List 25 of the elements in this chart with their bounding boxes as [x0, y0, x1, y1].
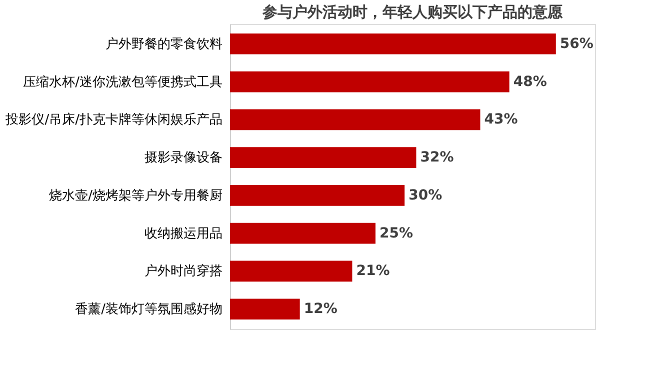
bar: [230, 147, 416, 168]
y-tick-label: 压缩水杯/迷你洗漱包等便携式工具: [23, 74, 222, 90]
data-label: 56%: [560, 36, 594, 52]
data-label: 32%: [420, 150, 454, 166]
bar: [230, 33, 556, 54]
data-label: 30%: [408, 187, 442, 204]
bar: [230, 298, 300, 320]
y-tick-label: 烧水壶/烧烤架等户外专用餐厨: [49, 188, 222, 204]
data-label: 12%: [304, 301, 338, 318]
data-label: 25%: [379, 225, 414, 242]
bar: [230, 260, 352, 282]
y-tick-label: 摄影录像设备: [144, 150, 222, 166]
y-tick-label: 户外时尚穿搭: [144, 264, 222, 280]
bar: [230, 222, 376, 244]
bar: [230, 185, 405, 206]
bar: [230, 109, 480, 130]
data-label: 21%: [356, 263, 390, 280]
data-label: 48%: [513, 74, 547, 90]
y-tick-label: 投影仪/吊床/扑克卡牌等休闲娱乐产品: [4, 112, 222, 128]
chart-title: 参与户外活动时，年轻人购买以下产品的意愿: [262, 3, 564, 21]
y-tick-label: 香薰/装饰灯等氛围感好物: [75, 302, 222, 318]
y-tick-label: 收纳搬运用品: [144, 226, 222, 242]
bar: [230, 71, 510, 92]
data-label: 43%: [484, 112, 518, 128]
y-tick-label: 户外野餐的零食饮料: [106, 36, 222, 52]
